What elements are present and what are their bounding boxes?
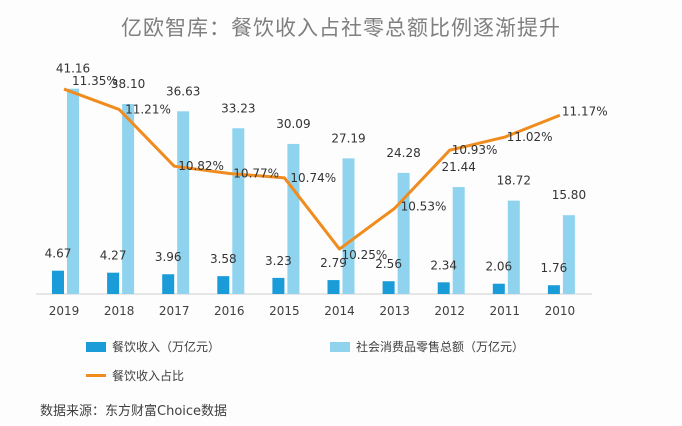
data-label-dining-share: 10.82% bbox=[178, 159, 224, 173]
bar-dining-revenue bbox=[492, 283, 505, 294]
bar-dining-revenue bbox=[217, 276, 230, 294]
x-tick-label: 2013 bbox=[379, 304, 410, 318]
legend-item-dining-share: 餐饮收入占比 bbox=[86, 367, 184, 384]
bar-dining-revenue bbox=[437, 282, 450, 294]
data-label-dining-revenue: 1.76 bbox=[541, 261, 568, 275]
bar-retail-total bbox=[342, 158, 355, 294]
data-label-dining-revenue: 2.56 bbox=[375, 257, 402, 271]
legend-item-dining-revenue: 餐饮收入（万亿元） bbox=[86, 338, 220, 355]
bar-retail-total bbox=[122, 103, 135, 294]
data-label-dining-share: 10.74% bbox=[290, 171, 336, 185]
data-label-retail-total: 30.09 bbox=[276, 117, 310, 131]
legend-label-dining-share: 餐饮收入占比 bbox=[112, 369, 185, 383]
data-source: 数据来源：东方财富Choice数据 bbox=[40, 404, 228, 419]
legend-swatch-dining-share bbox=[86, 374, 106, 377]
data-label-dining-revenue: 3.96 bbox=[155, 250, 182, 264]
x-tick-label: 2018 bbox=[104, 304, 135, 318]
data-label-dining-share: 10.25% bbox=[342, 248, 388, 262]
x-tick-label: 2015 bbox=[269, 304, 300, 318]
bar-retail-total bbox=[232, 128, 245, 294]
data-label-retail-total: 24.28 bbox=[386, 146, 420, 160]
data-label-retail-total: 21.44 bbox=[442, 160, 476, 174]
x-tick-label: 2014 bbox=[324, 304, 355, 318]
data-label-retail-total: 18.72 bbox=[497, 174, 531, 188]
data-label-dining-revenue: 3.58 bbox=[210, 252, 237, 266]
x-tick-label: 2012 bbox=[434, 304, 465, 318]
bar-retail-total bbox=[507, 200, 520, 294]
bar-dining-revenue bbox=[327, 280, 340, 294]
x-tick-label: 2017 bbox=[159, 304, 190, 318]
x-tick-label: 2011 bbox=[490, 304, 521, 318]
bar-retail-total bbox=[452, 187, 465, 294]
line-dining-share bbox=[63, 87, 561, 251]
chart-title: 亿欧智库：餐饮收入占社零总额比例逐渐提升 bbox=[121, 16, 561, 40]
data-label-dining-revenue: 2.34 bbox=[430, 258, 457, 272]
data-label-retail-total: 27.19 bbox=[331, 131, 365, 145]
data-label-dining-share: 11.21% bbox=[125, 102, 171, 116]
data-label-retail-total: 36.63 bbox=[166, 84, 200, 98]
legend-item-retail-total: 社会消费品零售总额（万亿元） bbox=[330, 338, 524, 355]
x-tick-label: 2019 bbox=[49, 304, 80, 318]
data-label-dining-share: 10.77% bbox=[233, 166, 279, 180]
bar-dining-revenue bbox=[107, 272, 120, 294]
data-label-retail-total: 41.16 bbox=[56, 62, 90, 76]
bar-dining-revenue bbox=[52, 270, 64, 294]
data-label-retail-total: 38.10 bbox=[111, 77, 145, 91]
data-label-dining-revenue: 4.27 bbox=[100, 249, 127, 263]
x-tick-label: 2010 bbox=[545, 304, 576, 318]
data-label-dining-share: 11.35% bbox=[72, 74, 118, 88]
data-label-dining-revenue: 2.79 bbox=[320, 256, 347, 270]
x-tick-label: 2016 bbox=[214, 304, 245, 318]
bar-dining-revenue bbox=[272, 277, 285, 294]
bar-dining-revenue bbox=[162, 274, 175, 294]
bar-retail-total bbox=[562, 215, 575, 294]
bar-retail-total bbox=[397, 172, 410, 294]
bar-dining-revenue bbox=[547, 285, 560, 294]
legend-swatch-retail-total bbox=[330, 341, 350, 352]
data-label-dining-share: 10.93% bbox=[452, 143, 498, 157]
bar-retail-total bbox=[287, 143, 300, 294]
bar-retail-total bbox=[67, 88, 79, 295]
data-label-dining-revenue: 4.67 bbox=[45, 247, 72, 261]
data-label-dining-revenue: 3.23 bbox=[265, 254, 292, 268]
bar-dining-revenue bbox=[382, 281, 395, 294]
legend-label-retail-total: 社会消费品零售总额（万亿元） bbox=[356, 340, 525, 354]
data-label-dining-revenue: 2.06 bbox=[485, 260, 512, 274]
bar-retail-total bbox=[177, 111, 190, 295]
data-label-dining-share: 10.53% bbox=[401, 199, 447, 213]
data-label-dining-share: 11.17% bbox=[562, 104, 608, 118]
data-label-retail-total: 15.80 bbox=[552, 188, 586, 202]
legend-swatch-dining-revenue bbox=[86, 341, 106, 352]
data-label-dining-share: 11.02% bbox=[507, 130, 553, 144]
legend-label-dining-revenue: 餐饮收入（万亿元） bbox=[112, 340, 221, 354]
data-label-retail-total: 33.23 bbox=[221, 101, 255, 115]
